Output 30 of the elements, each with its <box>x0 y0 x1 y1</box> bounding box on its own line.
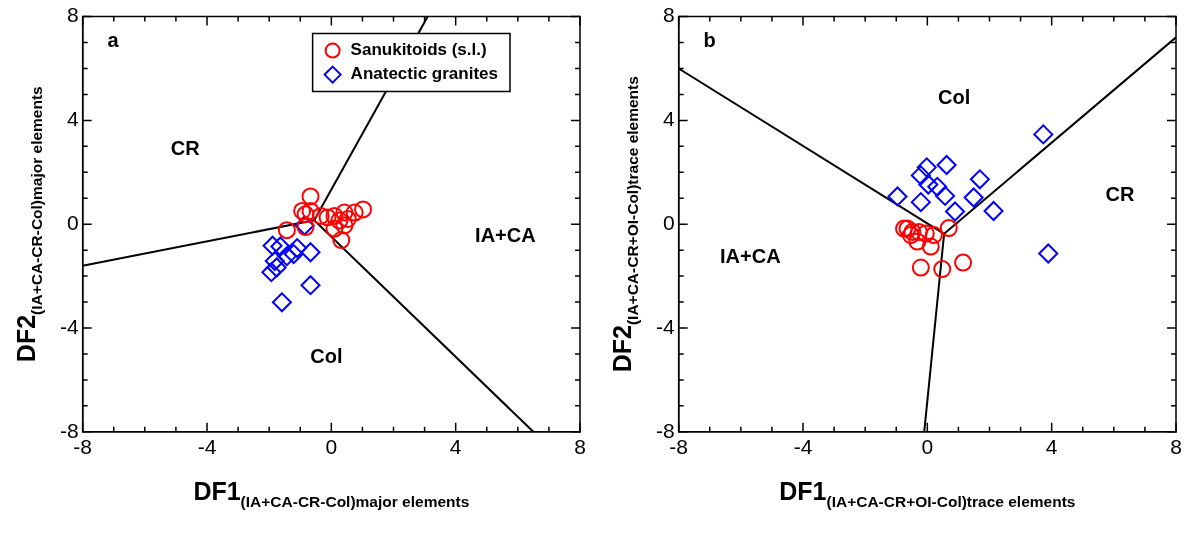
x-tick-label: 8 <box>574 435 586 459</box>
x-tick-label: 4 <box>1045 435 1058 459</box>
y-tick-label: 8 <box>662 3 675 27</box>
y-tick-label: 8 <box>66 3 79 27</box>
x-tick-label: 0 <box>921 435 934 459</box>
annotation: IA+CA <box>720 245 781 268</box>
x-tick-label: 0 <box>325 435 338 459</box>
y-tick-label: 0 <box>66 211 79 234</box>
legend-label: Sanukitoids (s.l.) <box>350 40 487 60</box>
x-tick-label: -4 <box>793 435 813 459</box>
x-tick-label: 8 <box>1170 435 1182 459</box>
annotation: Col <box>938 85 971 108</box>
y-tick-label: -4 <box>59 314 79 338</box>
y-tick-label: -8 <box>655 418 675 442</box>
annotation: IA+CA <box>475 224 536 247</box>
y-axis-title: DF2(IA+CA-CR+OI-Col)trace elements <box>607 76 642 373</box>
x-tick-label: -4 <box>197 435 217 459</box>
y-tick-label: -4 <box>655 314 675 338</box>
annotation: b <box>703 29 716 52</box>
x-tick-label: 4 <box>449 435 462 459</box>
y-tick-label: 4 <box>662 107 675 131</box>
y-tick-label: 0 <box>662 211 675 234</box>
y-tick-label: 4 <box>66 107 79 131</box>
legend-label: Anatectic granites <box>350 64 499 84</box>
annotation: a <box>107 29 120 52</box>
annotation: CR <box>170 136 201 159</box>
y-axis-title: DF2(IA+CA-CR-Col)major elements <box>11 86 46 363</box>
y-tick-label: -8 <box>59 418 79 442</box>
annotation: Col <box>310 344 343 367</box>
annotation: CR <box>1105 183 1136 206</box>
